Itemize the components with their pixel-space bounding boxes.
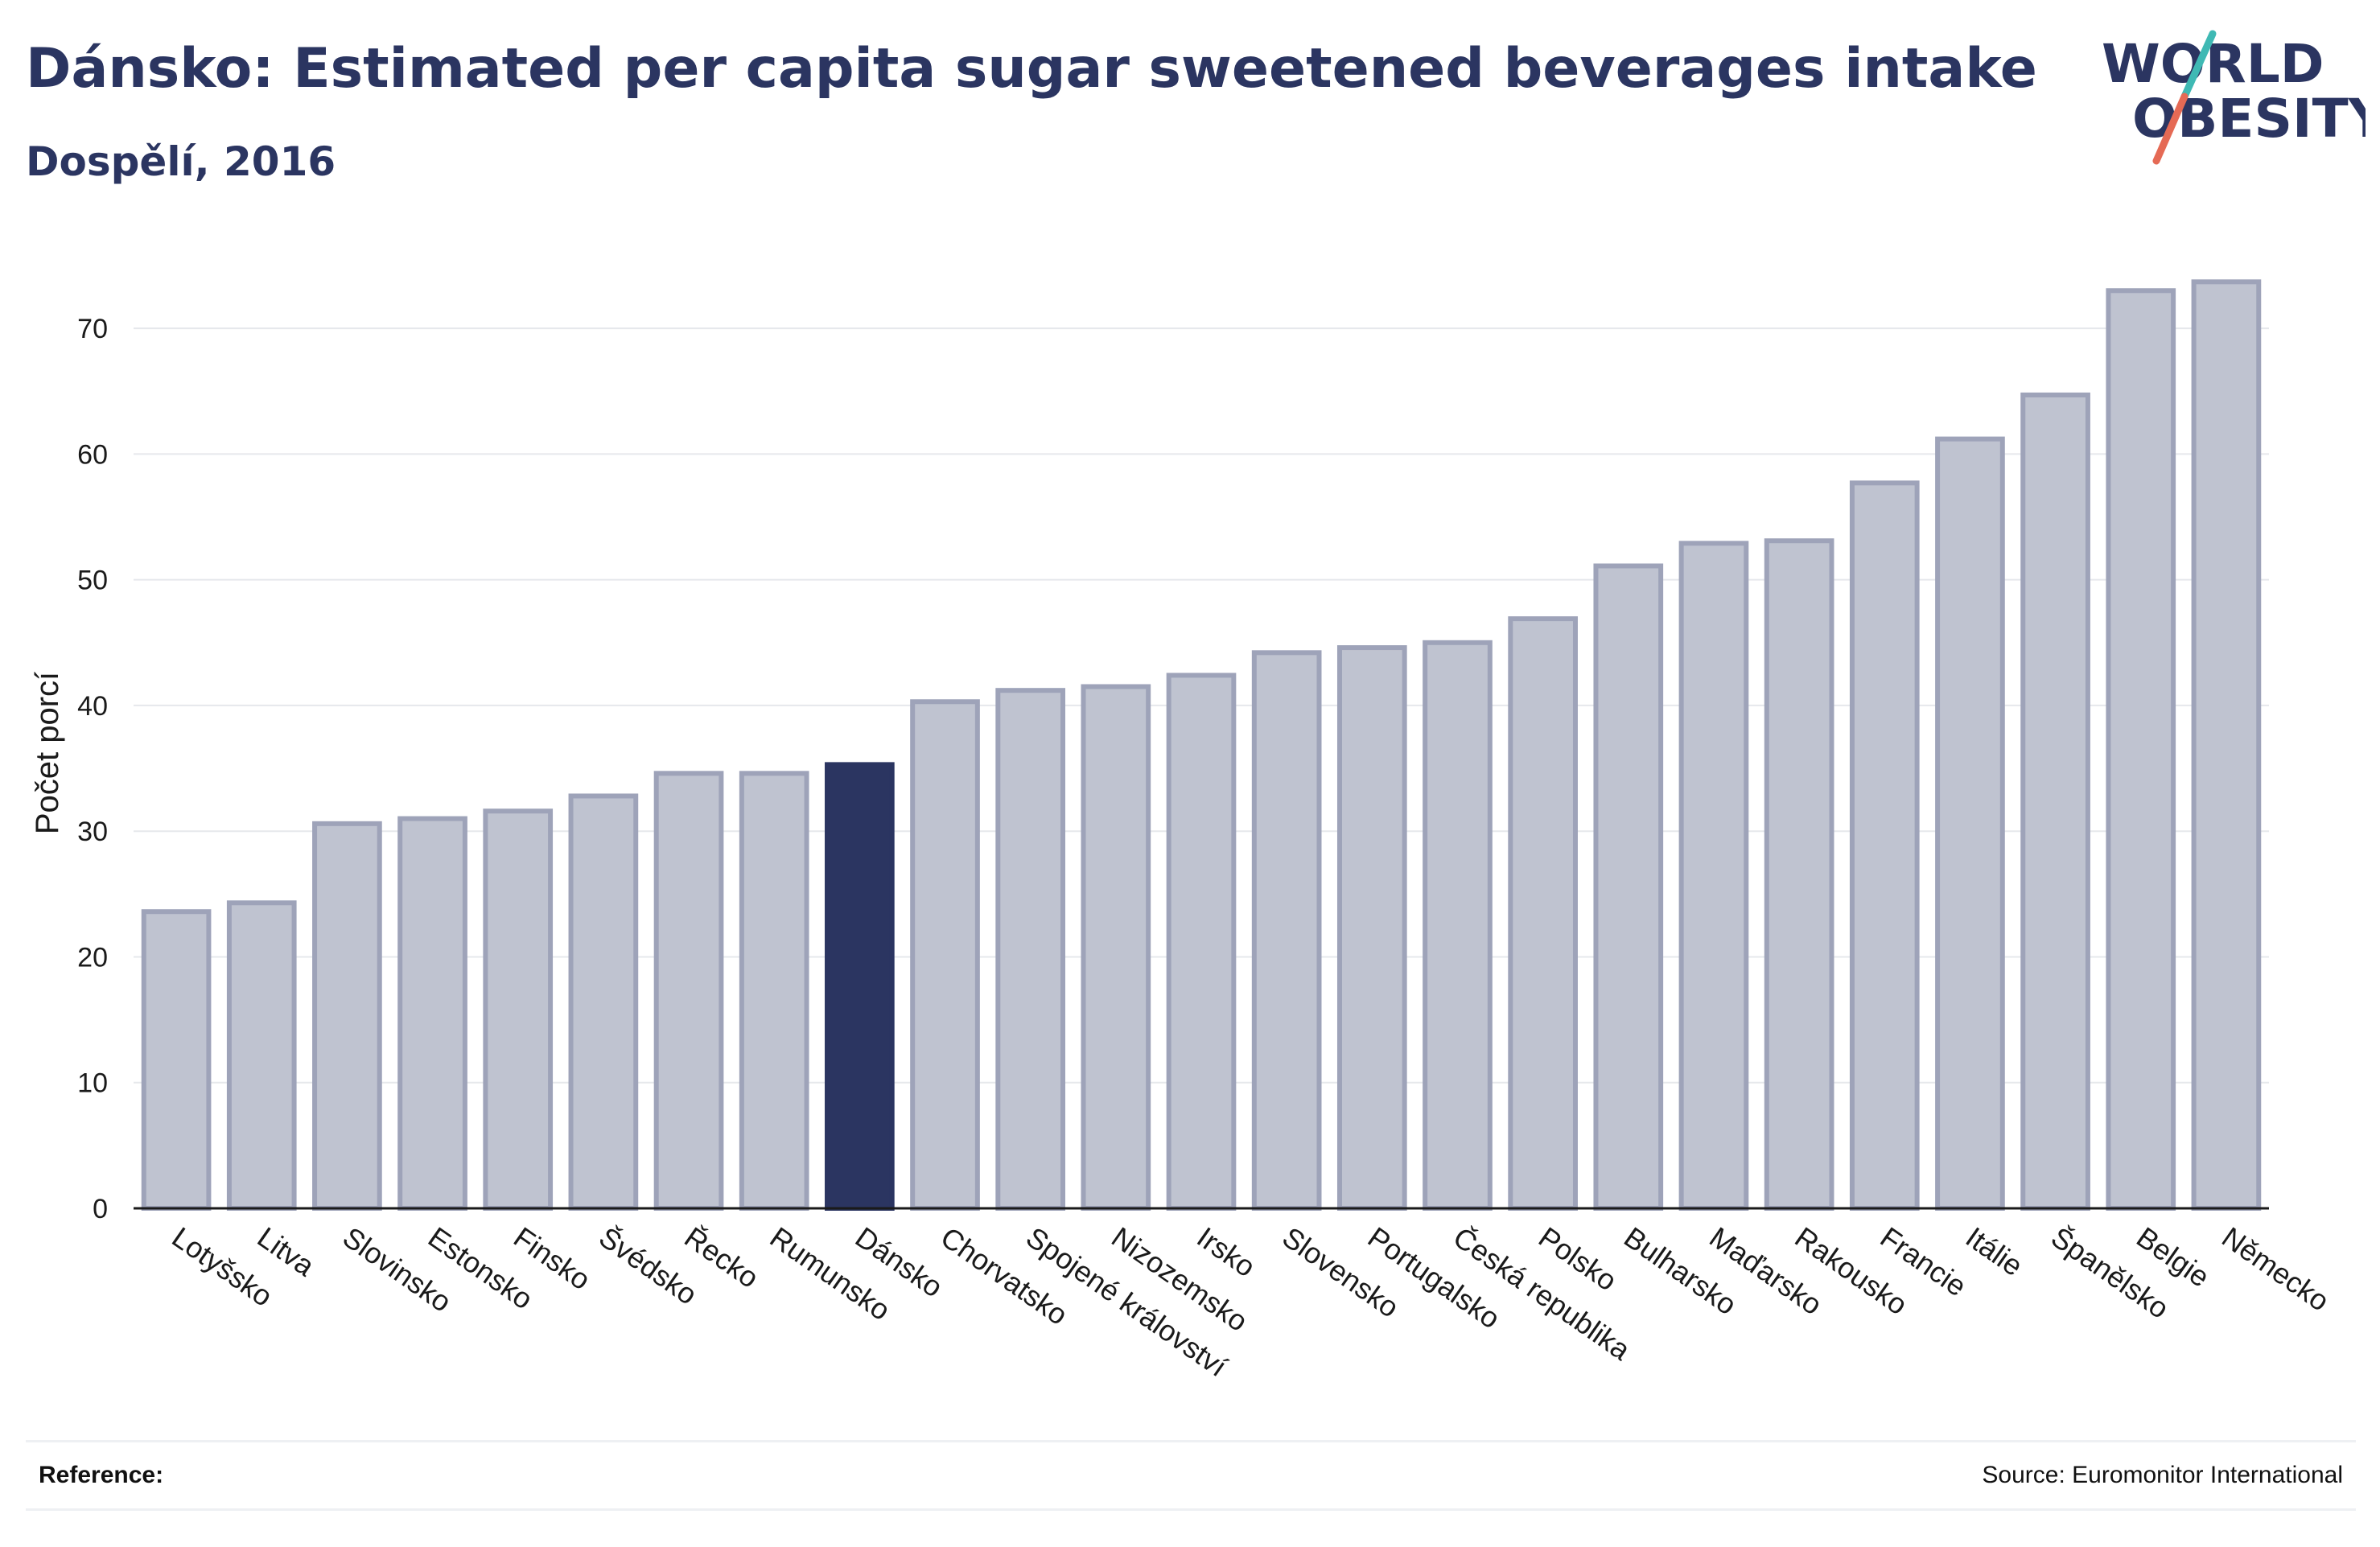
bar [995, 688, 1066, 1211]
y-tick-label: 40 [77, 691, 108, 722]
bar [1935, 436, 2005, 1211]
y-tick-label: 0 [93, 1194, 108, 1224]
bar [1423, 640, 1493, 1211]
bar [141, 909, 212, 1212]
logo-slash-coral [2152, 93, 2189, 165]
bar [1508, 616, 1578, 1211]
bar [1678, 541, 1749, 1211]
x-tick-label: Itálie [1960, 1220, 2029, 1282]
reference-label: Reference: [39, 1462, 164, 1488]
bar [2106, 288, 2176, 1212]
bar [226, 900, 297, 1211]
logo-slash-teal [2180, 30, 2217, 101]
bar [1081, 684, 1151, 1211]
bar [2020, 392, 2090, 1212]
bar [1593, 563, 1664, 1211]
bar [568, 793, 639, 1211]
bar [312, 821, 382, 1211]
reference-bar: Reference: Source: Euromonitor Internati… [26, 1440, 2356, 1511]
bar [1251, 650, 1322, 1211]
y-tick-label: 50 [77, 566, 108, 596]
x-tick-label: Německo [2216, 1220, 2335, 1318]
y-tick-label: 70 [77, 314, 108, 344]
bar [653, 771, 724, 1211]
chart-subtitle: Dospělí, 2016 [26, 138, 336, 185]
bar [1336, 645, 1407, 1211]
world-obesity-logo: WORLD OBESITY [2102, 30, 2366, 165]
y-tick-label: 30 [77, 817, 108, 847]
chart-title: Dánsko: Estimated per capita sugar sweet… [26, 37, 2037, 101]
bar [1764, 538, 1834, 1211]
y-axis-label: Počet porcí [30, 672, 65, 834]
bar [1166, 673, 1237, 1211]
bar-highlighted [825, 762, 895, 1211]
bar [739, 771, 809, 1211]
y-tick-label: 60 [77, 439, 108, 470]
bar [397, 816, 467, 1211]
bar [483, 808, 554, 1211]
x-tick-label: Švédsko [593, 1220, 703, 1311]
y-tick-label: 10 [77, 1068, 108, 1099]
bar [2191, 279, 2262, 1211]
y-tick-label: 20 [77, 942, 108, 973]
bar [910, 699, 980, 1211]
logo-word-world: WORLD [2102, 33, 2324, 95]
bar [1849, 480, 1920, 1211]
source-text: Source: Euromonitor International [1982, 1462, 2343, 1488]
